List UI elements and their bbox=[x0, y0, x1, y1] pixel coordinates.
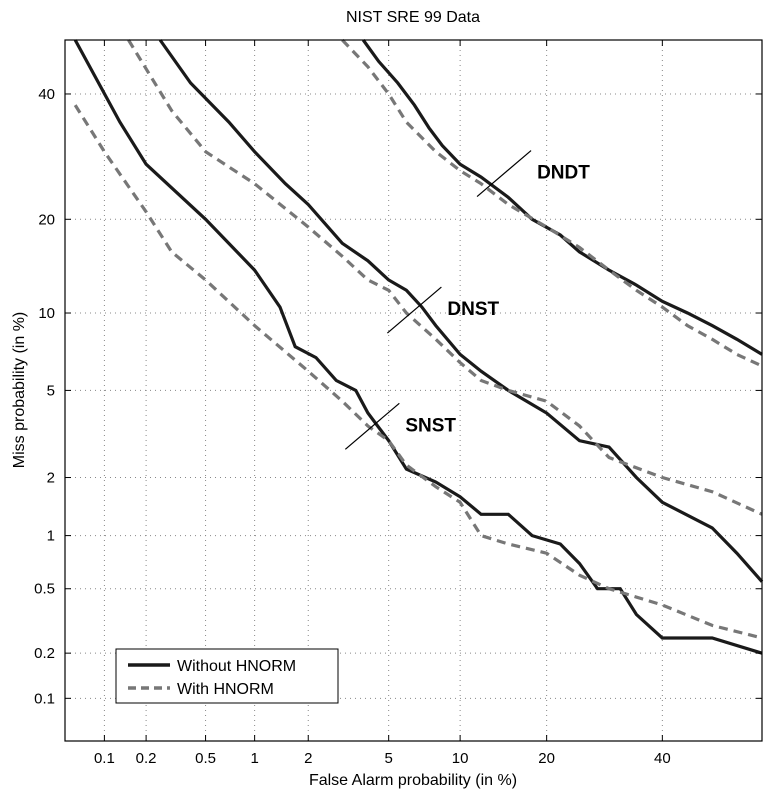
series-dndt-without-hnorm bbox=[361, 39, 763, 356]
y-tick-label: 40 bbox=[38, 86, 55, 103]
operating-point-marker bbox=[386, 286, 442, 334]
det-curves bbox=[73, 38, 764, 655]
curve-label-dnst: DNST bbox=[447, 299, 499, 320]
series-dnst-without-hnorm bbox=[158, 39, 764, 583]
y-tick-label: 10 bbox=[38, 305, 55, 322]
x-tick-label: 10 bbox=[452, 750, 469, 767]
legend-box bbox=[115, 648, 339, 704]
series-snst-with-hnorm bbox=[73, 104, 763, 640]
x-tick-label: 1 bbox=[250, 750, 258, 767]
x-tick-label: 2 bbox=[304, 750, 312, 767]
y-tick-label: 0.5 bbox=[34, 581, 55, 598]
x-tick-label: 0.2 bbox=[136, 750, 157, 767]
curve-label-dndt: DNDT bbox=[537, 163, 590, 184]
x-tick-label: 40 bbox=[654, 750, 671, 767]
y-tick-label: 2 bbox=[47, 470, 55, 487]
y-tick-label: 0.1 bbox=[34, 690, 55, 707]
grid bbox=[65, 40, 762, 741]
y-tick-label: 5 bbox=[47, 382, 55, 399]
operating-point-marker bbox=[476, 150, 532, 198]
chart-title: NIST SRE 99 Data bbox=[346, 9, 480, 26]
y-tick-label: 1 bbox=[47, 528, 55, 545]
curve-label-snst: SNST bbox=[405, 415, 456, 436]
legend: Without HNORM With HNORM bbox=[115, 648, 339, 704]
x-tick-label: 5 bbox=[384, 750, 392, 767]
x-tick-label: 20 bbox=[538, 750, 555, 767]
series-snst-without-hnorm bbox=[73, 39, 763, 655]
operating-point-marker bbox=[344, 402, 400, 450]
x-tick-label: 0.1 bbox=[94, 750, 115, 767]
y-axis-ticks: 0.1 0.2 0.5 1 2 5 10 20 40 bbox=[34, 86, 762, 707]
plot-area bbox=[64, 39, 763, 742]
y-tick-label: 0.2 bbox=[34, 645, 55, 662]
y-tick-label: 20 bbox=[38, 211, 55, 228]
x-axis-title: False Alarm probability (in %) bbox=[309, 772, 517, 789]
legend-label-without: Without HNORM bbox=[177, 658, 296, 675]
curve-annotations: SNST DNST DNDT bbox=[344, 150, 590, 450]
series-dnst-with-hnorm bbox=[127, 39, 763, 516]
y-axis-title: Miss probability (in %) bbox=[11, 312, 28, 468]
series-dndt-with-hnorm bbox=[341, 38, 763, 368]
x-axis-ticks: 0.1 0.2 0.5 1 2 5 10 20 40 bbox=[94, 40, 671, 767]
legend-label-with: With HNORM bbox=[177, 681, 274, 698]
x-tick-label: 0.5 bbox=[195, 750, 216, 767]
